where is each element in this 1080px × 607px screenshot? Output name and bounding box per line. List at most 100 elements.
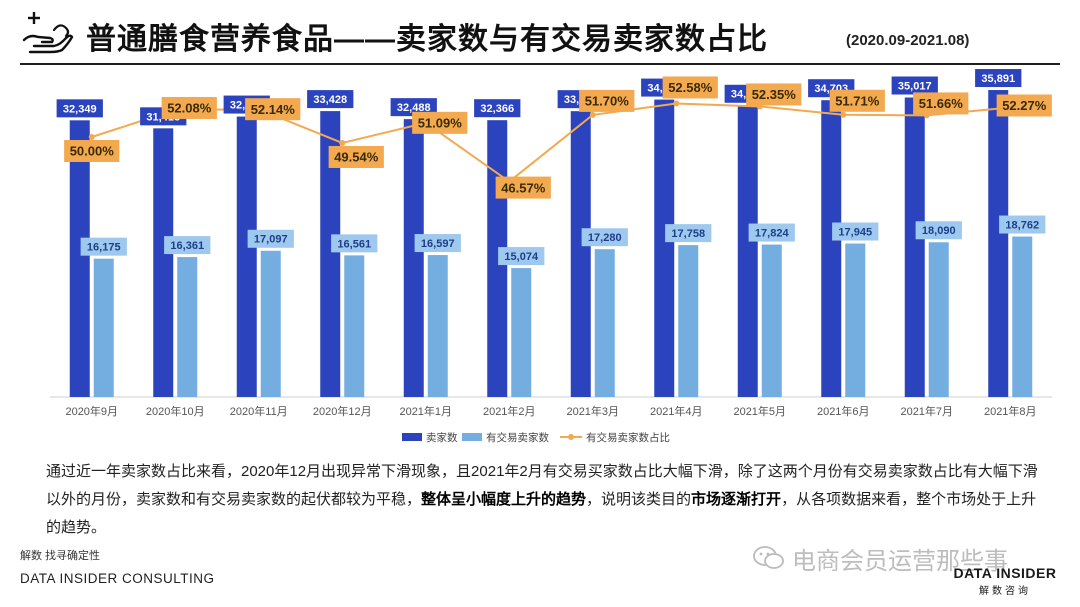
seller-data-label: 35,891 [981,73,1015,85]
watermark-label: 电商会员运营那些事 [792,548,1008,575]
legend-swatch [462,433,482,441]
legend-label: 卖家数 [426,431,458,444]
seller-bar [403,119,424,398]
seller-data-label-bg [474,99,521,118]
seller-bar [236,116,257,398]
share-data-label-bg [996,94,1052,117]
share-point [339,139,346,146]
share-data-label-bg [161,96,217,119]
trading-seller-bar [93,258,114,397]
trading-seller-bar [511,268,532,397]
hand-with-plus-icon [22,12,74,54]
x-tick-label: 2021年6月 [817,404,870,418]
seller-bar [320,111,341,397]
seller-data-label: 35,017 [898,80,932,92]
analysis-highlight-trend: 整体呈小幅度上升的趋势 [421,491,587,508]
trading-seller-data-label-bg [247,229,294,248]
x-tick-label: 2021年3月 [566,404,619,418]
logo-subtext: 解数咨询 [979,586,1031,597]
trading-seller-data-label: 17,824 [755,228,790,240]
trading-seller-data-label-bg [999,215,1046,234]
footer-company: DATA INSIDER CONSULTING [20,571,215,586]
page-subtitle: (2020.09-2021.08) [846,32,970,49]
share-data-label: 52.27% [1002,98,1047,113]
trading-seller-data-label: 16,561 [337,238,371,250]
trading-seller-data-label-bg [581,228,628,247]
wechat-icon [753,546,784,569]
seller-bar [153,128,174,397]
trading-seller-data-label-bg [80,237,127,256]
share-data-label: 52.14% [251,102,296,117]
trading-seller-data-label-bg [915,221,962,240]
x-tick-label: 2020年12月 [313,404,372,418]
seller-data-label: 32,349 [63,103,97,115]
x-tick-label: 2021年1月 [399,404,452,418]
trading-seller-bar [678,245,699,397]
share-data-label: 50.00% [70,144,115,159]
share-data-label-bg [412,111,468,134]
header-divider [20,63,1060,65]
trading-seller-data-label: 18,090 [922,225,956,237]
page-title: 普通膳食营养食品——卖家数与有交易卖家数占比 [86,23,768,56]
legend-label: 有交易卖家数 [486,431,549,444]
trading-seller-data-label: 16,597 [421,238,455,250]
trading-seller-data-label: 15,074 [504,251,539,263]
trading-seller-bar [427,255,448,397]
seller-bar [821,100,842,397]
seller-bar [737,105,758,397]
trading-seller-bar [260,250,281,397]
trading-seller-data-label-bg [748,223,795,242]
trading-seller-data-label-bg [331,234,378,253]
trading-seller-data-label: 17,945 [838,226,872,238]
trading-seller-bar [1012,236,1033,397]
trading-seller-bar [177,257,198,397]
share-data-label: 46.57% [501,180,546,195]
share-data-label: 51.09% [418,116,463,131]
footer-logo: DATA INSIDER 解数咨询 [950,565,1060,597]
x-tick-label: 2021年2月 [483,404,536,418]
share-data-label: 52.35% [752,87,797,102]
seller-data-label-bg [307,90,354,109]
seller-data-label: 33,428 [313,94,347,106]
trading-seller-bar [594,249,615,397]
trading-seller-bar [761,244,782,397]
trading-seller-data-label: 17,097 [254,234,288,246]
seller-bar [988,90,1009,397]
trading-seller-data-label-bg [665,224,712,243]
trading-seller-data-label-bg [832,222,879,241]
seller-bar [69,120,90,397]
share-data-label-bg [64,140,120,162]
x-tick-label: 2021年5月 [733,404,786,418]
seller-count-chart: 2020年9月 2020年10月 2020年11月 2020年12月 2021年1月 20… [50,69,1052,444]
trading-seller-data-label-bg [498,247,545,266]
seller-bar [904,97,925,397]
share-data-label-bg [245,98,301,121]
legend-marker [568,434,574,440]
seller-data-label-bg [975,69,1022,88]
seller-data-label-bg [891,76,938,95]
analysis-text: 通过近一年卖家数占比来看，2020年12月出现异常下滑现象，且2021年2月有交… [46,458,1046,542]
share-point [589,111,596,118]
logo-text: DATA INSIDER [953,565,1057,581]
share-data-label: 51.70% [585,94,630,109]
share-data-label-bg [662,76,718,99]
share-data-label-bg [746,83,802,106]
trading-seller-bar [928,242,949,397]
legend-label: 有交易卖家数占比 [586,431,670,444]
seller-bar [654,99,675,397]
x-tick-label: 2021年7月 [900,404,953,418]
share-point [840,111,847,118]
trading-seller-bar [344,255,365,397]
share-data-label-bg [579,89,635,112]
x-tick-label: 2021年4月 [650,404,703,418]
share-line [91,102,1011,183]
seller-data-label: 32,488 [397,102,431,114]
share-data-label-bg [495,176,551,199]
share-data-label: 51.66% [919,96,964,111]
share-data-label: 51.71% [835,93,880,108]
seller-data-label: 32,366 [480,103,514,115]
trading-seller-bar [845,243,866,397]
trading-seller-data-label-bg [164,236,211,255]
footer-tagline: 解数 找寻确定性 [20,550,101,562]
trading-seller-data-label: 17,280 [588,232,622,244]
